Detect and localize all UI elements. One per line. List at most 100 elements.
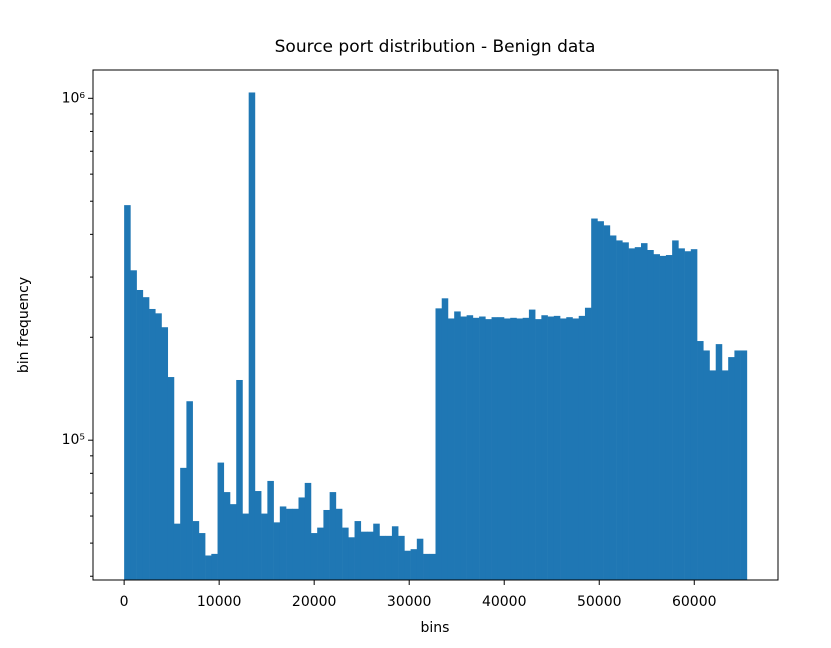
bar: [560, 318, 567, 580]
bar: [616, 240, 623, 580]
bar: [142, 297, 150, 580]
bar: [223, 492, 231, 580]
bar: [198, 533, 206, 580]
bar: [173, 523, 181, 580]
x-tick-label: 30000: [387, 594, 432, 610]
bar: [535, 319, 542, 580]
bar: [410, 549, 418, 580]
bar: [230, 504, 237, 580]
bar: [317, 527, 324, 580]
bar: [479, 316, 486, 580]
bar: [516, 318, 523, 580]
bar: [286, 508, 293, 580]
bar: [641, 243, 648, 580]
bar: [429, 553, 436, 580]
bar: [703, 350, 710, 580]
bar: [709, 370, 717, 580]
bar: [385, 535, 393, 580]
bar: [236, 379, 243, 580]
bar: [404, 550, 411, 580]
bar: [323, 509, 330, 580]
bar: [634, 247, 642, 580]
bar: [354, 521, 362, 580]
bar: [416, 538, 424, 580]
bar: [304, 482, 312, 580]
bar: [242, 513, 249, 580]
x-tick-label: 0: [120, 594, 129, 610]
bar: [572, 318, 580, 580]
x-axis-label: bins: [421, 620, 450, 636]
bar: [553, 315, 561, 580]
bar: [591, 218, 598, 580]
bar: [298, 497, 306, 580]
bar: [734, 350, 741, 580]
bar: [130, 270, 137, 580]
bar: [186, 401, 193, 580]
y-axis-label: bin frequency: [16, 277, 32, 373]
bar: [441, 298, 449, 580]
bar: [678, 248, 685, 580]
bar: [435, 308, 443, 580]
bar: [329, 492, 337, 580]
bar: [721, 370, 729, 580]
bar: [155, 313, 162, 580]
bar: [149, 308, 156, 580]
bar: [254, 491, 262, 580]
bar: [167, 377, 175, 580]
bar: [647, 249, 654, 580]
y-tick-label: 10⁵: [62, 432, 85, 448]
bar: [584, 307, 592, 580]
bar: [161, 327, 169, 580]
bar: [379, 535, 386, 580]
bar: [292, 508, 299, 580]
bar: [541, 315, 548, 580]
x-tick-label: 20000: [292, 594, 337, 610]
bar: [279, 506, 287, 580]
bar: [373, 523, 380, 580]
bar: [267, 480, 274, 580]
bar: [628, 248, 636, 580]
bar: [497, 317, 505, 580]
bar: [672, 240, 679, 580]
bar: [391, 526, 399, 580]
bar: [697, 341, 704, 580]
bar: [261, 513, 268, 580]
bar: [485, 319, 492, 580]
bar: [510, 317, 517, 580]
bar: [273, 522, 281, 580]
bar: [460, 316, 467, 580]
bar: [690, 249, 698, 581]
bar: [566, 317, 573, 580]
bar: [342, 527, 349, 580]
x-tick-label: 10000: [197, 594, 242, 610]
bar: [665, 255, 673, 580]
bar: [211, 553, 218, 580]
bar: [522, 317, 530, 580]
bar: [603, 225, 611, 581]
bar: [136, 289, 144, 580]
bar: [715, 344, 723, 580]
chart-title: Source port distribution - Benign data: [275, 37, 596, 57]
axes-frame: [92, 69, 779, 581]
bar: [423, 553, 430, 580]
bar: [684, 251, 692, 581]
bar: [348, 537, 355, 580]
bar: [728, 357, 735, 580]
x-tick-label: 40000: [482, 594, 527, 610]
bar: [597, 221, 604, 580]
y-tick-label: 10⁶: [62, 90, 86, 106]
bar: [310, 533, 318, 580]
bar: [447, 318, 455, 580]
bar: [528, 309, 536, 580]
bar: [466, 315, 474, 580]
bar: [180, 467, 187, 580]
bar: [192, 521, 200, 580]
bar: [653, 254, 660, 580]
bar: [609, 235, 617, 581]
bar: [398, 535, 405, 580]
bar: [547, 316, 555, 580]
x-tick-label: 50000: [577, 594, 622, 610]
bar: [205, 555, 212, 580]
